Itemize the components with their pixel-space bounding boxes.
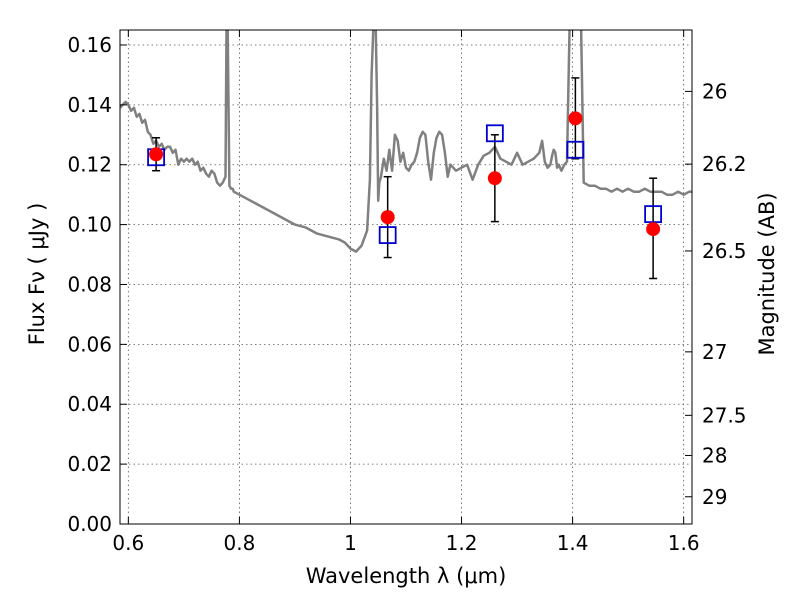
x-tick-label: 1: [344, 531, 357, 555]
x-tick-label: 1.6: [668, 531, 700, 555]
axis-ticks: 0.6 0.8 1 1.2 1.4 1.6 0.00 0.02 0.04 0.06 0.08 0.10…: [67, 30, 747, 555]
right-tick-label: 27.5: [702, 403, 747, 427]
plot-frame: [119, 29, 693, 525]
y-tick-label: 0.12: [67, 153, 112, 177]
y-tick-label: 0.04: [67, 392, 112, 416]
y-tick-label: 0.02: [67, 452, 112, 476]
grid: [120, 30, 692, 525]
observed-point: [149, 147, 164, 162]
right-tick-label: 26.2: [702, 152, 747, 176]
y-tick-label: 0.16: [67, 33, 112, 57]
observed-points: [149, 111, 661, 237]
right-tick-label: 26.5: [702, 239, 747, 263]
y-tick-label: 0.00: [67, 512, 112, 536]
x-tick-label: 1.4: [557, 531, 589, 555]
right-axis-label: Magnitude (AB): [755, 192, 779, 355]
right-tick-label: 27: [702, 340, 727, 364]
observed-point: [380, 210, 395, 225]
x-tick-label: 0.6: [112, 531, 144, 555]
model-spectrum: [120, 30, 692, 253]
x-tick-label: 1.2: [446, 531, 478, 555]
observed-point: [568, 111, 583, 126]
spectrum-line: [120, 30, 692, 253]
y-tick-label: 0.10: [67, 213, 112, 237]
observed-point: [646, 222, 661, 237]
right-tick-label: 29: [702, 485, 727, 509]
y-tick-label: 0.14: [67, 93, 112, 117]
model-point: [566, 140, 585, 159]
right-tick-label: 26: [702, 79, 727, 103]
right-tick-label: 28: [702, 443, 727, 467]
model-point: [485, 124, 504, 143]
model-point: [378, 226, 397, 244]
x-tick-label: 0.8: [223, 531, 255, 555]
observed-point: [487, 171, 502, 186]
x-axis-label: Wavelength λ (μm): [306, 564, 507, 588]
y-tick-label: 0.08: [67, 272, 112, 296]
y-tick-label: 0.06: [67, 332, 112, 356]
y-axis-label: Flux Fν ( μJy ): [25, 203, 49, 346]
